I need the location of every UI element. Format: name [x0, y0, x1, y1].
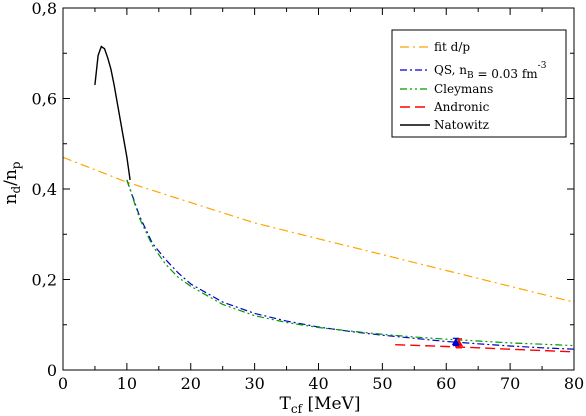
y-axis-label: nd/np — [1, 161, 23, 204]
x-axis-label-sub: cf — [291, 402, 304, 416]
legend-label-part: = 0.03 fm — [474, 67, 539, 81]
x-tick-label: 20 — [181, 374, 201, 393]
plot-area — [62, 45, 575, 353]
legend-label-part: Andronic — [433, 100, 490, 114]
y-tick-label: 0 — [47, 361, 57, 380]
y-axis-label-sub-d: d — [9, 186, 23, 194]
legend-label-part: B — [467, 71, 474, 81]
y-tick-label: 0,2 — [32, 271, 57, 290]
y-tick-label: 0,4 — [32, 180, 57, 199]
series-fit-line — [62, 156, 575, 303]
legend-label-part: Natowitz — [434, 118, 489, 132]
marker-1 — [451, 337, 460, 347]
series-andronic-line — [395, 344, 575, 353]
legend-label-part: Cleymans — [434, 82, 493, 96]
x-tick-labels: 0 10 20 30 40 50 60 70 80 — [58, 374, 584, 393]
legend-label-part: -3 — [538, 61, 547, 71]
legend-label-qs: QS, nB = 0.03 fm-3 — [434, 61, 547, 81]
series-cleymans-line — [126, 179, 575, 347]
y-axis-label-n: n — [1, 194, 21, 205]
x-tick-label: 10 — [117, 374, 137, 393]
x-tick-label: 50 — [372, 374, 392, 393]
legend-label-part: QS, n — [434, 63, 467, 77]
marker-symbol — [451, 337, 460, 345]
data-markers — [451, 337, 464, 349]
x-tick-label: 60 — [436, 374, 456, 393]
series-qs-line — [126, 179, 575, 350]
x-tick-label: 70 — [500, 374, 520, 393]
legend-label-part: fit d/p — [434, 40, 470, 54]
x-tick-label: 0 — [58, 374, 68, 393]
legend-label-cleymans: Cleymans — [434, 82, 493, 96]
legend: fit d/pQS, nB = 0.03 fm-3CleymansAndroni… — [391, 29, 567, 138]
legend-label-andronic: Andronic — [433, 100, 490, 114]
legend-box — [391, 29, 567, 138]
x-tick-label: 40 — [308, 374, 328, 393]
series-natowitz-line — [94, 45, 131, 181]
y-axis-label-slash: /n — [1, 169, 21, 186]
y-tick-label: 0,8 — [32, 0, 57, 18]
x-axis-label-rest: [MeV] — [302, 394, 360, 414]
x-tick-label: 80 — [564, 374, 584, 393]
x-tick-label: 30 — [244, 374, 264, 393]
legend-label-natowitz: Natowitz — [434, 118, 489, 132]
x-axis-label-main: T — [280, 394, 292, 414]
x-axis-label: Tcf [MeV] — [280, 394, 361, 416]
y-axis-label-sub-p: p — [9, 161, 23, 169]
axis-ticks — [62, 7, 575, 371]
legend-label-fit: fit d/p — [434, 40, 470, 54]
y-tick-labels: 0 0,2 0,4 0,6 0,8 — [32, 0, 57, 380]
y-tick-label: 0,6 — [32, 90, 57, 109]
